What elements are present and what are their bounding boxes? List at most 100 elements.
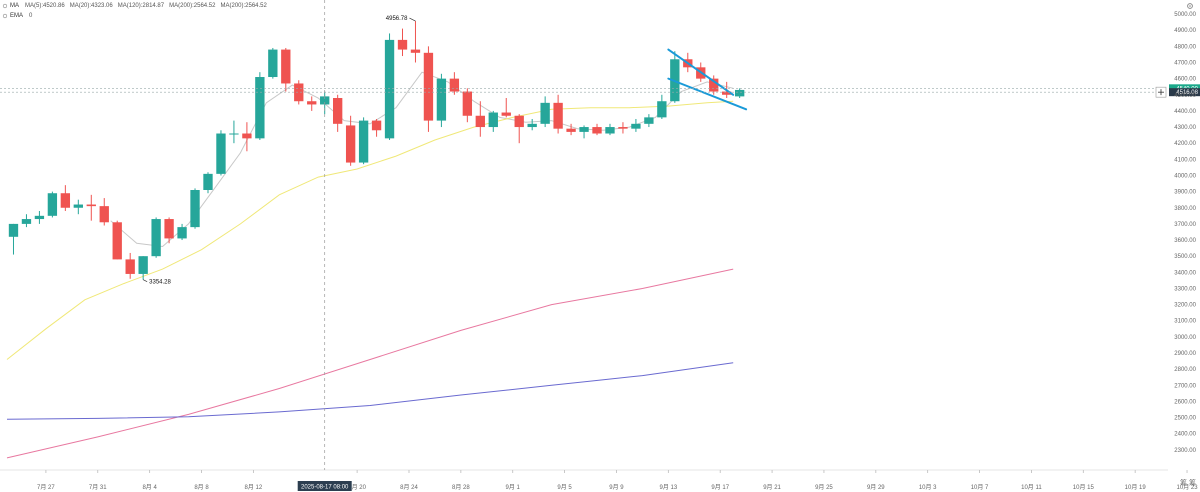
x-tick-label: 8月 4 <box>142 484 157 491</box>
candle-body <box>60 193 71 208</box>
candle-body <box>151 219 161 257</box>
candle-body <box>579 127 589 132</box>
candle-body <box>657 101 667 118</box>
ma-line-ma120 <box>6 268 734 459</box>
candle-body <box>190 190 200 228</box>
x-tick-label: 10月 3 <box>919 484 937 491</box>
candle-body <box>34 215 45 220</box>
candle-body <box>294 83 304 102</box>
candle-body <box>203 173 213 190</box>
ema-legend-extra: 0 <box>29 13 33 19</box>
ema-legend-row[interactable]: EMA 0 <box>2 11 270 21</box>
candle-body <box>566 128 576 132</box>
candle-body <box>501 112 511 116</box>
candle-body <box>449 78 460 92</box>
x-tick-label: 7月 27 <box>37 484 55 491</box>
indicator-toggle-icon[interactable] <box>2 3 8 9</box>
y-tick-label: 2800.00 <box>1174 367 1196 373</box>
x-tick-label: 9月 1 <box>506 484 521 491</box>
trendline <box>667 48 735 96</box>
candle-body <box>371 120 382 131</box>
candle-body <box>540 102 550 124</box>
crosshair-date-label: 2025-08-17 08:00 <box>301 485 349 491</box>
candle-body <box>8 223 19 237</box>
x-tick-label: 10月 23 <box>1177 484 1199 491</box>
candle-body <box>281 49 291 84</box>
y-tick-label: 4900.00 <box>1174 28 1196 34</box>
ma-line-ma5 <box>110 71 734 248</box>
price-tag-label: 4516.08 <box>1176 90 1198 96</box>
ma-legend-row[interactable]: MA MA(5):4520.86 MA(20):4323.06 MA(120):… <box>2 1 270 11</box>
candle-body <box>514 115 524 128</box>
candle-body <box>86 204 96 207</box>
candle-body <box>242 133 252 139</box>
candle-body <box>255 77 265 139</box>
candle-body <box>462 91 473 116</box>
annotation-leader <box>143 279 148 283</box>
x-tick-label: 10月 15 <box>1073 484 1095 491</box>
candle-body <box>592 127 602 134</box>
y-tick-label: 2600.00 <box>1174 399 1196 405</box>
high-annotation: 4956.78 <box>386 16 408 22</box>
y-tick-label: 4800.00 <box>1174 44 1196 50</box>
y-tick-label: 4300.00 <box>1174 125 1196 131</box>
candle-body <box>47 193 58 216</box>
x-tick-label: 8月 20 <box>348 484 366 491</box>
low-annotation: 3354.28 <box>149 280 171 286</box>
candle-body <box>722 91 732 95</box>
x-tick-label: 8月 8 <box>194 484 209 491</box>
candle-body <box>73 204 83 208</box>
candle-body <box>734 89 745 97</box>
candle-body <box>397 39 408 50</box>
y-tick-label: 3300.00 <box>1174 286 1196 292</box>
candle-body <box>553 102 563 129</box>
y-tick-label: 3100.00 <box>1174 319 1196 325</box>
ma20-legend: MA(20):4323.06 <box>69 3 113 9</box>
ma200-legend: MA(200):2564.52 <box>169 3 216 9</box>
y-tick-label: 2500.00 <box>1174 416 1196 422</box>
x-tick-label: 9月 13 <box>659 484 677 491</box>
x-tick-label: 9月 17 <box>711 484 729 491</box>
ma200b-legend: MA(200):2564.52 <box>220 3 267 9</box>
candle-body <box>410 49 421 53</box>
candle-body <box>21 219 32 224</box>
indicator-toggle-icon[interactable] <box>2 13 8 19</box>
y-tick-label: 3400.00 <box>1174 270 1196 276</box>
corner-label: 筹 筹 <box>1180 480 1196 487</box>
y-tick-label: 5000.00 <box>1174 12 1196 18</box>
y-tick-label: 3900.00 <box>1174 190 1196 196</box>
y-tick-label: 3800.00 <box>1174 206 1196 212</box>
ema-legend-name: EMA <box>10 13 24 19</box>
y-tick-label: 3000.00 <box>1174 335 1196 341</box>
candle-body <box>423 52 434 121</box>
candle-body <box>112 222 122 260</box>
y-tick-label: 2400.00 <box>1174 432 1196 438</box>
settings-gear-icon[interactable] <box>1186 2 1194 10</box>
y-tick-label: 4700.00 <box>1174 60 1196 66</box>
x-tick-label: 8月 12 <box>245 484 263 491</box>
x-tick-label: 9月 5 <box>557 484 572 491</box>
candle-body <box>709 78 719 92</box>
candle-body <box>605 127 615 134</box>
x-tick-label: 8月 28 <box>452 484 470 491</box>
candle-body <box>164 219 174 239</box>
candle-body <box>333 98 343 124</box>
x-tick-label: 10月 7 <box>971 484 989 491</box>
x-tick-label: 10月 19 <box>1125 484 1147 491</box>
y-tick-label: 2900.00 <box>1174 351 1196 357</box>
ma-line-ma20 <box>6 100 734 360</box>
candle-body <box>631 123 641 129</box>
trendline <box>667 77 748 111</box>
y-tick-label: 2300.00 <box>1174 448 1196 454</box>
y-tick-label: 4600.00 <box>1174 77 1196 83</box>
candle-body <box>345 125 356 163</box>
y-tick-label: 4500.00 <box>1174 93 1196 99</box>
x-tick-label: 8月 24 <box>400 484 418 491</box>
ma-line-ma200 <box>6 362 734 420</box>
candle-body <box>177 227 187 239</box>
y-tick-label: 3700.00 <box>1174 222 1196 228</box>
price-tag <box>1169 88 1200 97</box>
y-tick-label: 3600.00 <box>1174 238 1196 244</box>
candle-body <box>268 49 278 78</box>
